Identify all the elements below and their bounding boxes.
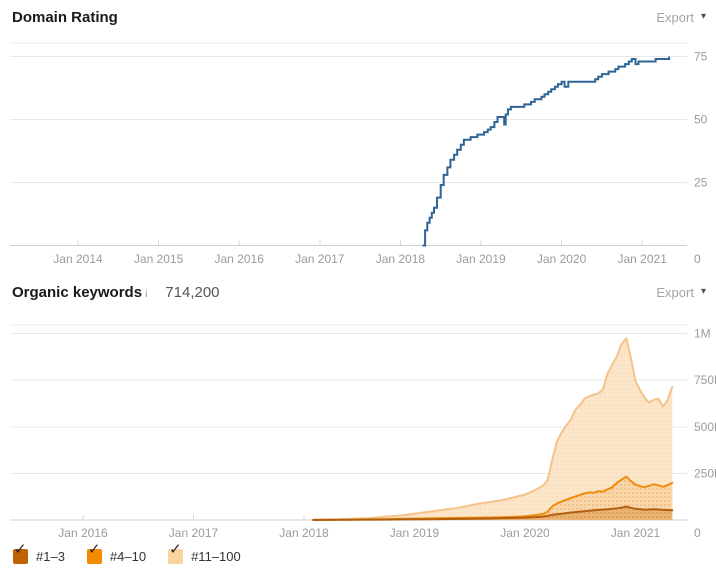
check-icon: ✓ (87, 541, 101, 558)
svg-text:75: 75 (694, 50, 708, 64)
export-label: Export (656, 10, 694, 25)
domain-rating-header: Domain Rating Export ▾ (12, 9, 706, 26)
organic-keywords-title: Organic keywords (12, 284, 143, 301)
export-label: Export (656, 285, 694, 300)
svg-text:Jan 2019: Jan 2019 (390, 526, 440, 540)
svg-text:250K: 250K (694, 466, 716, 480)
svg-text:Jan 2017: Jan 2017 (295, 252, 345, 266)
svg-text:0: 0 (694, 526, 701, 540)
svg-text:Jan 2016: Jan 2016 (58, 526, 108, 540)
legend-item-4-10[interactable]: ✓ #4–10 (86, 542, 147, 564)
svg-text:Jan 2021: Jan 2021 (611, 526, 661, 540)
svg-text:Jan 2020: Jan 2020 (537, 252, 587, 266)
caret-down-icon: ▾ (700, 286, 706, 297)
caret-down-icon: ▾ (700, 11, 706, 22)
export-button-organic-keywords[interactable]: Export ▾ (656, 285, 706, 300)
keywords-legend: ✓ #1–3 ✓ #4–10 ✓ #11–100 (13, 542, 263, 564)
organic-keywords-header: Organic keywords i 714,200 Export ▾ (12, 284, 706, 301)
svg-text:Jan 2019: Jan 2019 (456, 252, 506, 266)
legend-label-1-3: #1–3 (36, 549, 65, 564)
svg-text:Jan 2018: Jan 2018 (376, 252, 426, 266)
export-button-domain-rating[interactable]: Export ▾ (656, 10, 706, 25)
svg-text:Jan 2021: Jan 2021 (618, 252, 668, 266)
legend-label-11-100: #11–100 (191, 549, 241, 564)
svg-text:0: 0 (694, 252, 701, 266)
checkbox-11-100[interactable]: ✓ (168, 542, 184, 564)
domain-rating-title: Domain Rating (12, 9, 118, 26)
svg-text:Jan 2020: Jan 2020 (500, 526, 550, 540)
svg-text:Jan 2018: Jan 2018 (279, 526, 329, 540)
organic-keywords-value: 714,200 (165, 284, 220, 301)
legend-item-11-100[interactable]: ✓ #11–100 (168, 542, 241, 564)
checkbox-1-3[interactable]: ✓ (13, 542, 28, 564)
svg-text:Jan 2016: Jan 2016 (215, 252, 265, 266)
svg-text:Jan 2017: Jan 2017 (169, 526, 219, 540)
svg-text:25: 25 (694, 176, 708, 190)
svg-text:Jan 2015: Jan 2015 (134, 252, 184, 266)
check-icon: ✓ (169, 541, 182, 558)
legend-label-4-10: #4–10 (109, 549, 147, 564)
checkbox-4-10[interactable]: ✓ (86, 542, 102, 564)
svg-text:500K: 500K (694, 420, 716, 434)
legend-item-1-3[interactable]: ✓ #1–3 (13, 542, 65, 564)
check-icon: ✓ (14, 541, 27, 558)
svg-text:1M: 1M (694, 327, 711, 341)
svg-text:Jan 2014: Jan 2014 (53, 252, 103, 266)
svg-text:50: 50 (694, 113, 708, 127)
svg-text:750K: 750K (694, 373, 716, 387)
info-icon: i (145, 289, 148, 300)
